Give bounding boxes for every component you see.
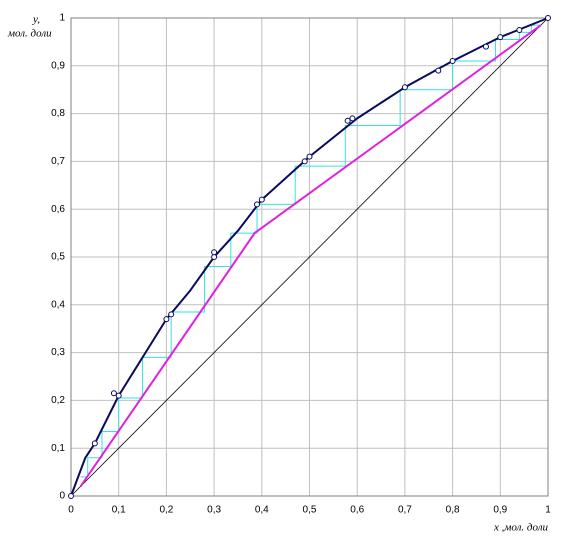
plot-frame: [70, 17, 549, 497]
x-tick-label: 0,6: [350, 505, 364, 516]
series-line: [80, 24, 541, 478]
x-tick-label: 0,5: [303, 505, 317, 516]
x-tick-label: 1: [545, 505, 551, 516]
data-point: [545, 15, 551, 21]
y-tick-label: 0,8: [51, 108, 65, 119]
data-point: [258, 196, 265, 203]
y-axis-label-unit: мол. доли: [7, 28, 52, 40]
y-tick-label: 0,6: [51, 204, 65, 215]
data-point: [516, 26, 523, 33]
data-point: [344, 117, 351, 124]
data-point: [497, 34, 504, 41]
data-point: [306, 153, 313, 160]
data-point: [254, 201, 261, 208]
y-tick-label: 0,5: [51, 252, 65, 263]
data-point: [482, 43, 489, 50]
y-tick-label: 0,3: [51, 347, 65, 358]
data-point: [163, 316, 170, 323]
x-tick-label: 0: [68, 505, 74, 516]
data-point: [301, 158, 308, 165]
x-tick-label: 0,9: [493, 505, 507, 516]
data-point: [211, 249, 218, 256]
x-tick-label: 0,2: [159, 505, 173, 516]
series-line: [70, 17, 549, 497]
data-point: [91, 440, 98, 447]
series-line: [70, 17, 549, 497]
data-point: [68, 493, 74, 499]
x-axis-label: x ,мол. доли: [493, 522, 549, 534]
data-point: [435, 67, 442, 74]
y-tick-label: 0,1: [51, 443, 65, 454]
data-point: [211, 254, 218, 260]
y-tick-label: 0,2: [51, 395, 65, 406]
data-point: [168, 311, 175, 318]
x-tick-label: 0,4: [255, 505, 269, 516]
data-point: [110, 390, 117, 397]
x-tick-label: 0,8: [446, 505, 460, 516]
data-point: [115, 392, 122, 399]
y-tick-label: 0,4: [51, 299, 65, 310]
x-tick-label: 0,1: [112, 505, 126, 516]
y-tick-label: 0: [59, 491, 65, 502]
series-line: [79, 24, 542, 488]
data-point: [349, 115, 356, 122]
y-tick-label: 0,9: [51, 60, 65, 71]
x-tick-label: 0,7: [398, 505, 412, 516]
y-axis-label: y,: [32, 14, 40, 26]
data-point: [401, 84, 408, 91]
y-tick-label: 0,7: [51, 156, 65, 167]
x-tick-label: 0,3: [207, 505, 221, 516]
data-point: [449, 58, 456, 65]
y-tick-label: 1: [59, 13, 65, 24]
